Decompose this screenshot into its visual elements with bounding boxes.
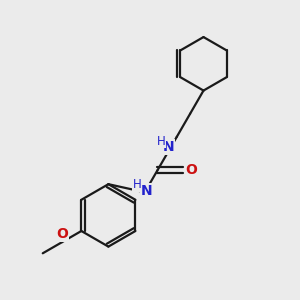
- Text: H: H: [133, 178, 142, 191]
- Text: N: N: [140, 184, 152, 198]
- Text: H: H: [157, 134, 166, 148]
- Text: N: N: [163, 140, 174, 154]
- Text: O: O: [186, 164, 197, 177]
- Text: O: O: [56, 227, 68, 241]
